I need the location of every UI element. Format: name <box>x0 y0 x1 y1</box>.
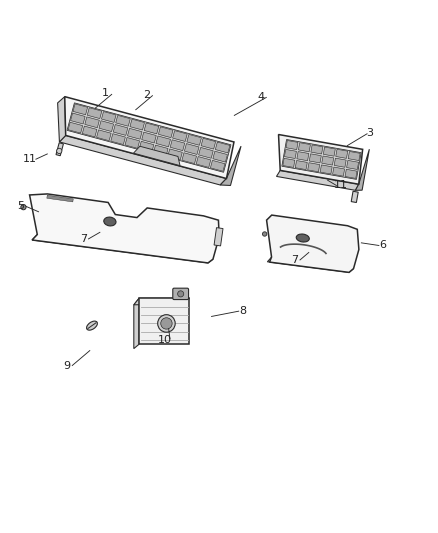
Polygon shape <box>308 163 320 172</box>
Polygon shape <box>127 128 142 139</box>
Text: 6: 6 <box>380 240 387 251</box>
Text: 1: 1 <box>102 88 109 99</box>
Polygon shape <box>87 108 102 118</box>
Ellipse shape <box>87 321 97 330</box>
Polygon shape <box>346 160 359 169</box>
Polygon shape <box>82 126 97 137</box>
Text: 2: 2 <box>143 90 150 100</box>
Text: 3: 3 <box>367 128 374 138</box>
FancyBboxPatch shape <box>173 288 188 300</box>
Polygon shape <box>298 143 311 152</box>
Polygon shape <box>297 151 309 160</box>
Polygon shape <box>159 127 173 138</box>
Circle shape <box>21 205 26 210</box>
Polygon shape <box>32 235 213 263</box>
Polygon shape <box>153 145 168 156</box>
Text: 9: 9 <box>64 361 71 372</box>
Polygon shape <box>134 298 139 349</box>
Polygon shape <box>336 149 348 158</box>
Text: 7: 7 <box>291 255 298 265</box>
Polygon shape <box>196 157 211 167</box>
Polygon shape <box>30 194 219 263</box>
Polygon shape <box>96 130 111 141</box>
Polygon shape <box>47 195 73 202</box>
Circle shape <box>57 148 62 154</box>
Polygon shape <box>323 147 335 156</box>
Polygon shape <box>182 153 197 164</box>
Polygon shape <box>355 149 369 190</box>
Circle shape <box>177 291 184 297</box>
Polygon shape <box>267 215 359 272</box>
Polygon shape <box>210 160 225 171</box>
Polygon shape <box>170 140 185 151</box>
Polygon shape <box>187 134 201 146</box>
Circle shape <box>158 314 175 332</box>
Polygon shape <box>334 158 346 167</box>
Polygon shape <box>332 167 345 176</box>
Polygon shape <box>60 135 226 185</box>
Polygon shape <box>282 140 361 180</box>
Text: 4: 4 <box>257 92 264 102</box>
Polygon shape <box>125 138 140 148</box>
Text: 11: 11 <box>334 181 348 190</box>
Polygon shape <box>68 122 83 133</box>
Circle shape <box>161 318 172 329</box>
Polygon shape <box>85 117 99 128</box>
Polygon shape <box>284 149 297 158</box>
Polygon shape <box>168 149 182 160</box>
Text: 10: 10 <box>158 335 172 345</box>
Polygon shape <box>71 113 85 124</box>
Polygon shape <box>309 154 321 163</box>
Polygon shape <box>65 96 234 179</box>
Polygon shape <box>116 115 130 126</box>
Polygon shape <box>311 145 323 154</box>
Text: 5: 5 <box>18 201 25 212</box>
Polygon shape <box>295 160 307 169</box>
Text: 8: 8 <box>240 306 247 316</box>
Polygon shape <box>184 143 199 155</box>
Polygon shape <box>113 125 128 135</box>
Text: 7: 7 <box>80 234 87 244</box>
Polygon shape <box>173 131 187 141</box>
Polygon shape <box>320 165 332 174</box>
Polygon shape <box>276 171 359 190</box>
Polygon shape <box>322 156 334 165</box>
Polygon shape <box>345 169 357 179</box>
Text: 11: 11 <box>23 154 37 164</box>
Polygon shape <box>134 146 180 166</box>
Polygon shape <box>142 132 156 143</box>
Ellipse shape <box>104 217 116 226</box>
Polygon shape <box>144 123 159 134</box>
Polygon shape <box>99 120 113 132</box>
Polygon shape <box>348 151 360 160</box>
Polygon shape <box>134 298 189 305</box>
Polygon shape <box>213 151 227 162</box>
Polygon shape <box>73 104 88 115</box>
Polygon shape <box>215 142 230 153</box>
Ellipse shape <box>296 234 309 242</box>
Polygon shape <box>156 136 170 147</box>
Polygon shape <box>220 146 241 185</box>
Polygon shape <box>351 191 358 203</box>
Polygon shape <box>139 298 189 344</box>
Polygon shape <box>279 134 363 184</box>
Polygon shape <box>130 119 145 130</box>
Polygon shape <box>214 228 223 246</box>
Polygon shape <box>58 96 66 142</box>
Polygon shape <box>267 257 353 272</box>
Polygon shape <box>286 141 298 150</box>
Polygon shape <box>56 143 64 156</box>
Polygon shape <box>111 134 125 144</box>
Polygon shape <box>283 158 295 167</box>
Polygon shape <box>67 103 231 172</box>
Polygon shape <box>102 111 116 123</box>
Polygon shape <box>139 141 154 152</box>
Polygon shape <box>201 138 215 149</box>
Polygon shape <box>199 148 213 158</box>
Circle shape <box>262 232 267 236</box>
